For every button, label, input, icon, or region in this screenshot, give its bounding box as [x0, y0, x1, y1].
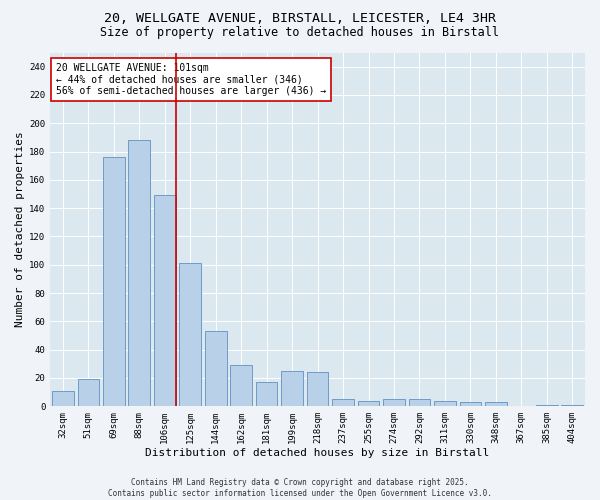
Text: Size of property relative to detached houses in Birstall: Size of property relative to detached ho…	[101, 26, 499, 39]
Bar	[205, 331, 227, 406]
Text: 20 WELLGATE AVENUE: 101sqm
← 44% of detached houses are smaller (346)
56% of sem: 20 WELLGATE AVENUE: 101sqm ← 44% of deta…	[56, 63, 326, 96]
Bar	[460, 402, 481, 406]
Text: Contains HM Land Registry data © Crown copyright and database right 2025.
Contai: Contains HM Land Registry data © Crown c…	[108, 478, 492, 498]
Bar	[332, 399, 354, 406]
Bar	[77, 380, 99, 406]
Y-axis label: Number of detached properties: Number of detached properties	[15, 132, 25, 327]
Bar	[128, 140, 150, 406]
X-axis label: Distribution of detached houses by size in Birstall: Distribution of detached houses by size …	[145, 448, 490, 458]
Bar	[358, 400, 379, 406]
Bar	[230, 365, 252, 406]
Bar	[52, 390, 74, 406]
Text: 20, WELLGATE AVENUE, BIRSTALL, LEICESTER, LE4 3HR: 20, WELLGATE AVENUE, BIRSTALL, LEICESTER…	[104, 12, 496, 26]
Bar	[562, 405, 583, 406]
Bar	[281, 371, 303, 406]
Bar	[409, 399, 430, 406]
Bar	[103, 157, 125, 406]
Bar	[154, 196, 176, 406]
Bar	[256, 382, 277, 406]
Bar	[434, 400, 456, 406]
Bar	[536, 405, 557, 406]
Bar	[383, 399, 405, 406]
Bar	[307, 372, 328, 406]
Bar	[485, 402, 506, 406]
Bar	[179, 264, 201, 406]
